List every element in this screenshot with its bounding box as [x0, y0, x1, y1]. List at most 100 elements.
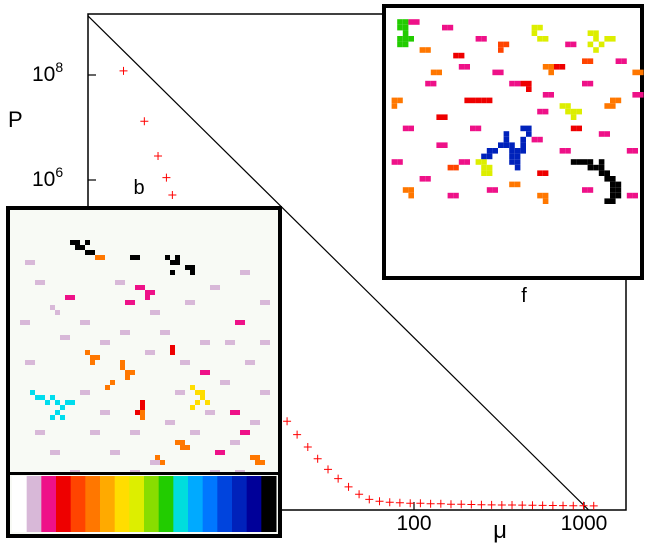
cluster-cell — [486, 97, 493, 104]
cluster-cell — [75, 240, 80, 245]
cluster-cell — [175, 260, 180, 265]
cluster-cell — [55, 400, 60, 405]
cluster-cell — [582, 58, 588, 64]
cluster-cell — [185, 300, 190, 305]
cluster-cell — [235, 440, 240, 445]
cluster-cell — [70, 295, 75, 300]
cluster-cell — [610, 181, 616, 188]
cluster-cell — [587, 187, 594, 193]
cluster-cell — [402, 187, 409, 193]
cluster-cell — [100, 340, 105, 345]
cluster-cell — [402, 30, 409, 36]
cluster-cell — [498, 142, 504, 148]
cluster-cell — [85, 390, 90, 395]
cluster-cell — [145, 350, 150, 355]
cluster-cell — [120, 360, 125, 365]
data-point — [589, 501, 598, 510]
cluster-cell — [542, 198, 549, 204]
cluster-cell — [632, 92, 638, 98]
cluster-cell — [526, 86, 532, 92]
cluster-cell — [582, 187, 588, 193]
cluster-cell — [453, 52, 459, 59]
colorbar-swatch — [26, 476, 42, 532]
cluster-cell — [85, 320, 90, 325]
cluster-cell — [95, 355, 100, 360]
cluster-cell — [200, 395, 205, 400]
cluster-cell — [638, 92, 644, 98]
cluster-cell — [419, 47, 426, 53]
cluster-cell — [419, 176, 426, 182]
data-point — [528, 501, 537, 510]
cluster-cell — [430, 80, 437, 87]
cluster-cell — [65, 335, 70, 340]
cluster-cell — [255, 455, 260, 460]
cluster-cell — [475, 125, 482, 132]
colorbar-swatch — [114, 476, 130, 532]
cluster-cell — [155, 460, 160, 465]
cluster-cell — [135, 255, 140, 260]
cluster-cell — [397, 36, 403, 42]
cluster-cell — [110, 450, 115, 455]
cluster-cell — [115, 450, 120, 455]
cluster-cell — [593, 30, 599, 36]
cluster-cell — [30, 360, 35, 365]
cluster-cell — [470, 125, 476, 132]
colorbar-swatch — [56, 476, 72, 532]
cluster-cell — [80, 320, 85, 325]
data-point — [548, 501, 557, 510]
colorbar-swatch — [217, 476, 233, 532]
data-point — [395, 498, 404, 507]
cluster-cell — [85, 240, 90, 245]
cluster-cell — [593, 164, 599, 171]
cluster-cell — [215, 450, 220, 455]
cluster-cell — [255, 420, 260, 425]
cluster-cell — [165, 330, 170, 335]
cluster-cell — [615, 181, 622, 188]
cluster-cell — [514, 153, 521, 160]
cluster-cell — [565, 108, 571, 115]
cluster-cell — [559, 148, 566, 154]
cluster-cell — [587, 164, 594, 171]
cluster-cell — [526, 80, 532, 87]
cluster-cell — [537, 108, 543, 115]
cluster-cell — [200, 340, 205, 345]
cluster-cell — [503, 131, 510, 137]
cluster-cell — [447, 24, 454, 31]
cluster-cell — [235, 320, 240, 325]
cluster-cell — [548, 64, 554, 70]
cluster-cell — [576, 125, 582, 132]
cluster-cell — [25, 320, 30, 325]
cluster-cell — [610, 176, 616, 182]
cluster-cell — [408, 192, 414, 199]
cluster-cell — [587, 41, 594, 48]
cluster-cell — [250, 360, 255, 365]
cluster-cell — [615, 187, 622, 193]
inset-right — [382, 4, 644, 280]
data-point — [436, 499, 445, 508]
cluster-cell — [542, 92, 549, 98]
cluster-cell — [520, 80, 526, 87]
cluster-cell — [60, 405, 65, 410]
cluster-cell — [481, 170, 487, 176]
cluster-cell — [145, 295, 150, 300]
cluster-cell — [205, 400, 210, 405]
cluster-cell — [621, 58, 627, 64]
cluster-cell — [80, 245, 85, 250]
cluster-cell — [481, 164, 487, 171]
cluster-cell — [30, 390, 35, 395]
cluster-cell — [509, 80, 515, 87]
cluster-cell — [175, 390, 180, 395]
cluster-cell — [425, 80, 431, 87]
cluster-cell — [514, 164, 521, 171]
cluster-cell — [402, 36, 409, 42]
cluster-cell — [25, 360, 30, 365]
cluster-cell — [120, 330, 125, 335]
cluster-cell — [50, 415, 55, 420]
cluster-cell — [35, 395, 40, 400]
cluster-cell — [436, 114, 442, 120]
cluster-cell — [135, 430, 140, 435]
colorbar-swatch — [144, 476, 160, 532]
cluster-cell — [514, 80, 521, 87]
data-point — [487, 500, 496, 509]
cluster-cell — [520, 125, 526, 132]
